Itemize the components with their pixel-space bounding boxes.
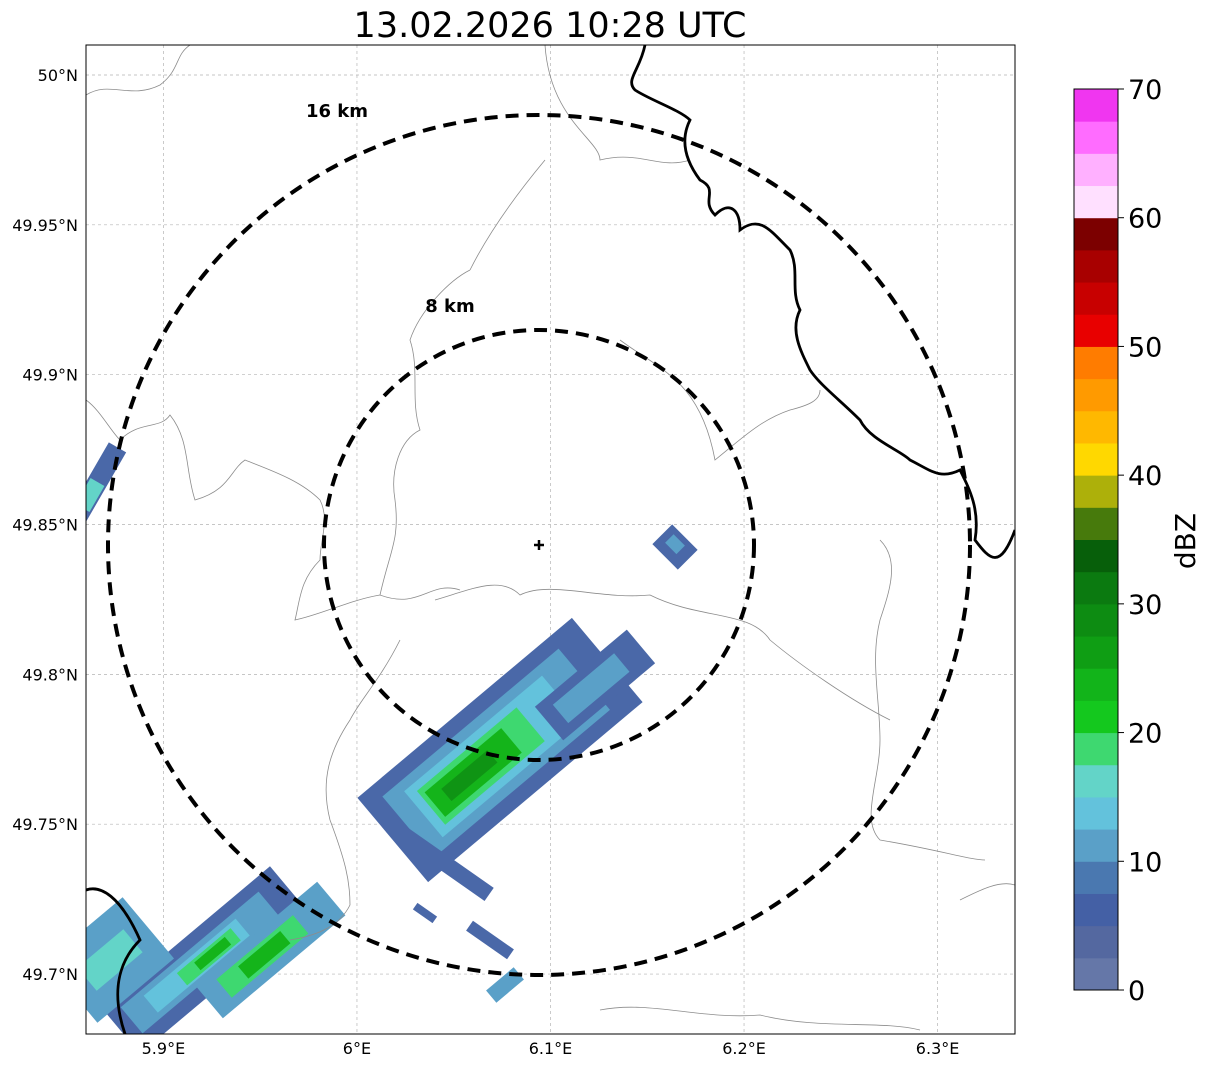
colorbar-swatch [1074, 796, 1118, 830]
map-title: 13.02.2026 10:28 UTC [354, 6, 747, 46]
echo-cell [386, 819, 494, 901]
x-tick-label: 6.1°E [529, 1039, 573, 1058]
radar-site-marker [534, 540, 544, 550]
echo-cluster-west [86, 442, 127, 548]
echo-streak-2 [466, 920, 514, 960]
x-tick-label: 6°E [343, 1039, 371, 1058]
range-rings [106, 113, 972, 977]
colorbar-tick-label: 20 [1128, 719, 1162, 750]
y-tick-label: 49.9°N [22, 366, 78, 385]
colorbar-swatches [1074, 89, 1118, 991]
colorbar-swatch [1074, 893, 1118, 927]
x-tick-label: 6.2°E [722, 1039, 766, 1058]
y-tick-label: 50°N [38, 66, 78, 85]
boundaries [86, 45, 1015, 1034]
echo-cell [665, 534, 685, 555]
colorbar-swatch [1074, 282, 1118, 315]
colorbar: 0 10 20 30 40 50 60 70 dBZ [1073, 75, 1202, 1007]
minor-boundary [379, 269, 471, 596]
colorbar-swatch [1074, 603, 1118, 637]
minor-boundary [86, 45, 191, 96]
x-tick-label: 6.3°E [916, 1039, 960, 1058]
colorbar-swatch [1074, 378, 1118, 412]
minor-boundary [289, 639, 401, 941]
colorbar-swatch [1074, 153, 1118, 187]
colorbar-swatch [1074, 700, 1118, 734]
colorbar-tick-label: 60 [1128, 204, 1162, 235]
country-border [86, 887, 142, 1034]
y-axis-ticks: 50°N 49.95°N 49.9°N 49.85°N 49.8°N 49.75°N 49.… [12, 66, 78, 984]
colorbar-swatch [1074, 185, 1118, 219]
colorbar-tick-label: 0 [1128, 976, 1145, 1007]
colorbar-swatch [1074, 249, 1118, 283]
echo-cluster-east [652, 524, 698, 570]
range-ring-8km [322, 328, 756, 762]
echo-cell [552, 653, 630, 724]
echo-cluster-southwest-2 [194, 881, 346, 1019]
colorbar-tick-label: 40 [1128, 461, 1162, 492]
map-frame [85, 44, 1016, 1035]
colorbar-swatch [1074, 732, 1118, 766]
colorbar-swatch [1074, 571, 1118, 605]
minor-boundary [544, 45, 691, 164]
colorbar-tick-label: 50 [1128, 332, 1162, 363]
range-ring-label-16km: 16 km [306, 101, 368, 122]
minor-boundary [870, 539, 986, 861]
colorbar-swatch [1074, 668, 1118, 701]
radar-echoes [86, 442, 698, 1034]
y-tick-label: 49.75°N [12, 815, 78, 834]
minor-boundary [959, 883, 1015, 901]
echo-cell [86, 929, 143, 991]
echo-cell [86, 478, 105, 512]
colorbar-tick-label: 70 [1128, 75, 1162, 106]
x-tick-label: 5.9°E [142, 1039, 186, 1058]
colorbar-swatch [1074, 957, 1118, 991]
colorbar-swatch [1074, 217, 1118, 251]
y-tick-label: 49.8°N [22, 665, 78, 684]
echo-cell [194, 936, 232, 971]
colorbar-swatch [1074, 442, 1118, 476]
colorbar-swatch [1074, 507, 1118, 540]
map-area: 16 km 8 km [85, 44, 1016, 1035]
minor-boundary [469, 159, 546, 271]
colorbar-frame [1073, 88, 1119, 991]
minor-boundary [86, 399, 461, 621]
colorbar-ticks: 0 10 20 30 40 50 60 70 [1118, 75, 1162, 1007]
echo-cell [238, 931, 291, 979]
echo-cell [441, 750, 498, 802]
range-ring-16km [106, 113, 972, 977]
minor-boundary [599, 1006, 921, 1031]
colorbar-swatch [1074, 764, 1118, 798]
colorbar-swatch [1074, 925, 1118, 959]
colorbar-swatch [1074, 121, 1118, 154]
echo-cluster-southwest-3 [86, 897, 175, 1023]
colorbar-swatch [1074, 636, 1118, 669]
y-tick-label: 49.95°N [12, 216, 78, 235]
colorbar-swatch [1074, 861, 1118, 894]
colorbar-tick-label: 10 [1128, 847, 1162, 878]
echo-cell [466, 920, 514, 960]
colorbar-tick-label: 30 [1128, 590, 1162, 621]
colorbar-swatch [1074, 314, 1118, 347]
colorbar-swatch [1074, 346, 1118, 380]
echo-streak-4 [412, 902, 438, 924]
echo-cell [412, 902, 438, 924]
y-tick-label: 49.7°N [22, 965, 78, 984]
country-border [630, 45, 1015, 559]
colorbar-swatch [1074, 829, 1118, 862]
colorbar-swatch [1074, 410, 1118, 444]
range-ring-label-8km: 8 km [425, 296, 475, 317]
colorbar-label: dBZ [1169, 513, 1202, 569]
y-tick-label: 49.85°N [12, 516, 78, 535]
colorbar-swatch [1074, 475, 1118, 508]
colorbar-swatch [1074, 89, 1118, 122]
echo-cluster-south-ne [534, 629, 656, 741]
minor-boundary [434, 584, 891, 721]
colorbar-swatch [1074, 539, 1118, 573]
x-axis-ticks: 5.9°E 6°E 6.1°E 6.2°E 6.3°E [142, 1039, 960, 1058]
gridlines [86, 45, 1015, 1034]
echo-cluster-southwest [101, 866, 309, 1034]
echo-streak-1 [386, 819, 494, 901]
